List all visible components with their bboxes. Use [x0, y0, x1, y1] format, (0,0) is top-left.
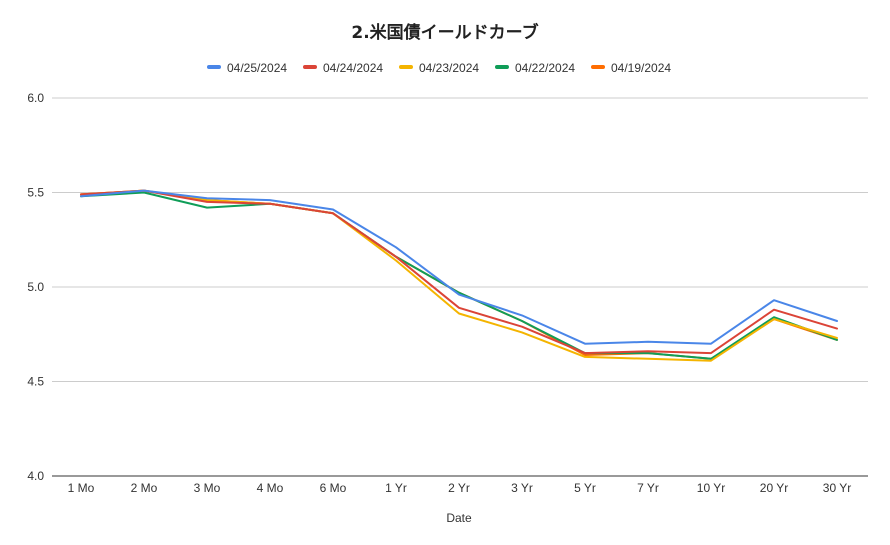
series-line-04-25-2024 — [80, 189, 838, 345]
chart-title: 2.米国債イールドカーブ — [351, 22, 538, 43]
y-tick-label: 4.5 — [27, 375, 44, 389]
legend-item[interactable]: 04/22/2024 — [495, 61, 575, 75]
legend-label: 04/19/2024 — [611, 61, 671, 75]
legend-swatch — [303, 65, 317, 69]
y-axis-ticks: 4.0 4.5 5.0 5.5 6.0 — [27, 91, 44, 483]
x-tick-label: 7 Yr — [637, 481, 659, 495]
x-tick-label: 1 Yr — [385, 481, 407, 495]
x-tick-label: 10 Yr — [697, 481, 725, 495]
y-tick-label: 5.0 — [27, 280, 44, 294]
legend-swatch — [399, 65, 413, 69]
x-axis-ticks: 1 Mo 2 Mo 3 Mo 4 Mo 6 Mo 1 Yr 2 Yr 3 Yr 5 Yr 7 Yr… — [68, 481, 852, 495]
y-tick-label: 4.0 — [27, 469, 44, 483]
x-tick-label: 20 Yr — [760, 481, 788, 495]
gridlines — [52, 97, 868, 477]
x-axis-title: Date — [446, 511, 472, 525]
legend-label: 04/23/2024 — [419, 61, 479, 75]
series-lines — [80, 189, 838, 362]
x-tick-label: 6 Mo — [320, 481, 347, 495]
y-tick-label: 6.0 — [27, 91, 44, 105]
x-tick-label: 3 Mo — [194, 481, 221, 495]
series-line-04-23-2024 — [80, 189, 838, 362]
legend-swatch — [591, 65, 605, 69]
y-tick-label: 5.5 — [27, 186, 44, 200]
legend-label: 04/25/2024 — [227, 61, 287, 75]
legend-label: 04/22/2024 — [515, 61, 575, 75]
x-tick-label: 30 Yr — [823, 481, 851, 495]
legend-swatch — [207, 65, 221, 69]
x-tick-label: 2 Mo — [131, 481, 158, 495]
legend-item[interactable]: 04/24/2024 — [303, 61, 383, 75]
legend-item[interactable]: 04/25/2024 — [207, 61, 287, 75]
x-tick-label: 4 Mo — [257, 481, 284, 495]
series-line-04-24-2024 — [80, 189, 838, 355]
x-tick-label: 1 Mo — [68, 481, 95, 495]
legend: 04/25/2024 04/24/2024 04/23/2024 04/22/2024… — [207, 61, 671, 75]
legend-label: 04/24/2024 — [323, 61, 383, 75]
legend-item[interactable]: 04/19/2024 — [591, 61, 671, 75]
series-line-04-19-2024 — [80, 189, 838, 360]
x-tick-label: 2 Yr — [448, 481, 470, 495]
series-line-04-22-2024 — [80, 191, 838, 360]
legend-swatch — [495, 65, 509, 69]
legend-item[interactable]: 04/23/2024 — [399, 61, 479, 75]
x-tick-label: 5 Yr — [574, 481, 596, 495]
x-tick-label: 3 Yr — [511, 481, 533, 495]
